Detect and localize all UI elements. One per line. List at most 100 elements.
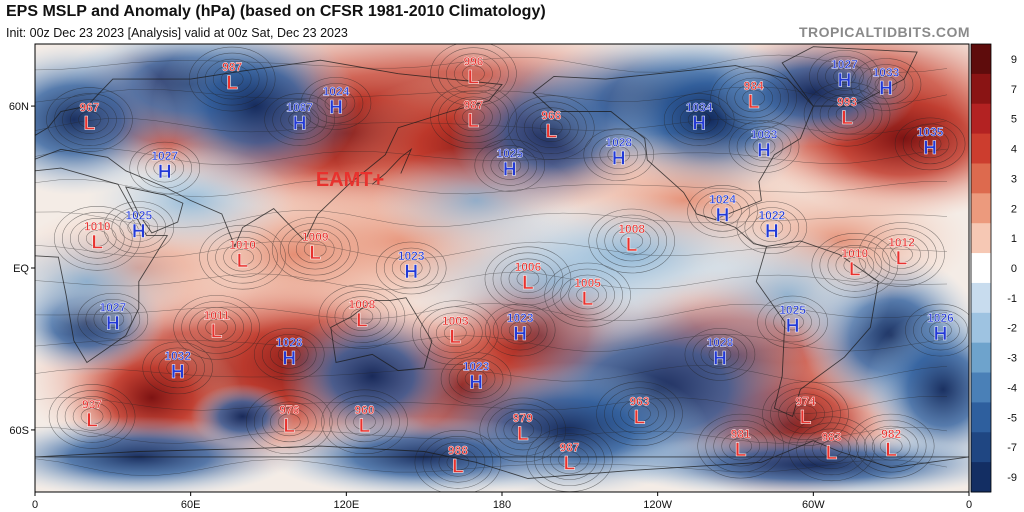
map-axes: 60N EQ 60S 0 60E 120E 180 120W 60W 0 [9, 101, 972, 511]
lon-label: 0 [966, 499, 972, 511]
center-pressure-value: 987 [463, 98, 483, 112]
center-pressure-value: 1006 [515, 260, 542, 274]
center-type-letter: L [91, 232, 103, 253]
colorbar-segment [971, 103, 991, 135]
center-pressure-value: 1028 [605, 136, 632, 150]
eamt-annotation: EAMT+ [316, 169, 384, 191]
center-pressure-value: 1027 [99, 300, 126, 314]
continent-outlines [35, 46, 969, 479]
colorbar-tick-label: -5 [1007, 412, 1017, 424]
colorbar-segment [971, 342, 991, 374]
center-type-letter: L [735, 440, 747, 461]
center-pressure-value: 1008 [349, 298, 376, 312]
center-type-letter: L [84, 114, 96, 135]
center-type-letter: H [329, 97, 343, 118]
center-pressure-value: 983 [821, 430, 841, 444]
colorbar-tick-label: -2 [1007, 323, 1017, 335]
lon-label: 120W [643, 499, 672, 511]
center-pressure-value: 993 [837, 95, 857, 109]
colorbar-tick-label: 5 [1011, 114, 1017, 126]
center-pressure-value: 1027 [831, 57, 858, 71]
center-pressure-value: 979 [513, 411, 533, 425]
colorbar-frame [970, 43, 992, 493]
colorbar-tick-label: 4 [1011, 144, 1017, 156]
center-pressure-value: 996 [463, 55, 483, 69]
center-type-letter: L [634, 408, 646, 429]
colorbar-tick-label: 9 [1011, 54, 1017, 66]
center-type-letter: H [765, 222, 779, 243]
center-type-letter: H [469, 373, 483, 394]
center-type-letter: L [885, 440, 897, 461]
center-pressure-value: 1023 [507, 311, 534, 325]
center-type-letter: L [309, 243, 321, 264]
center-pressure-value: 1028 [276, 335, 303, 349]
center-pressure-value: 1028 [707, 335, 734, 349]
center-pressure-value: 1010 [229, 238, 256, 252]
center-type-letter: L [582, 289, 594, 310]
lat-label: 60S [9, 425, 29, 437]
center-pressure-value: 1003 [442, 314, 469, 328]
center-pressure-value: 1025 [125, 209, 152, 223]
center-pressure-value: 960 [354, 403, 374, 417]
center-type-letter: L [826, 443, 838, 464]
colorbar: 9 7 5 4 3 2 1 0 -1 -2 -3 -4 -5 -7 -9 [970, 43, 1017, 493]
center-type-letter: L [359, 416, 371, 437]
center-pressure-value: 1010 [84, 219, 111, 233]
isobar-contours [35, 44, 969, 492]
center-type-letter: L [283, 416, 295, 437]
colorbar-segment [971, 133, 991, 164]
center-pressure-value: 1010 [841, 246, 868, 260]
center-type-letter: H [106, 313, 120, 334]
center-pressure-value: 1033 [751, 128, 778, 142]
center-type-letter: L [841, 108, 853, 129]
colorbar-segment [971, 372, 991, 403]
lon-label: 60W [802, 499, 825, 511]
center-type-letter: H [513, 324, 527, 345]
center-pressure-value: 976 [279, 403, 299, 417]
center-type-letter: H [503, 159, 517, 180]
lon-label: 120E [333, 499, 359, 511]
center-pressure-value: 987 [559, 441, 579, 455]
center-type-letter: L [452, 456, 464, 477]
center-type-letter: L [211, 321, 223, 342]
center-type-letter: L [849, 259, 861, 280]
colorbar-tick-label: -9 [1007, 472, 1017, 484]
center-type-letter: L [468, 111, 480, 132]
center-pressure-value: 1012 [888, 236, 915, 250]
center-type-letter: H [158, 162, 172, 183]
center-type-letter: L [449, 327, 461, 348]
center-type-letter: H [692, 114, 706, 135]
center-pressure-value: 963 [629, 395, 649, 409]
center-pressure-value: 1022 [758, 209, 785, 223]
map-title: EPS MSLP and Anomaly (hPa) (based on CFS… [6, 3, 546, 20]
center-type-letter: L [86, 410, 98, 431]
